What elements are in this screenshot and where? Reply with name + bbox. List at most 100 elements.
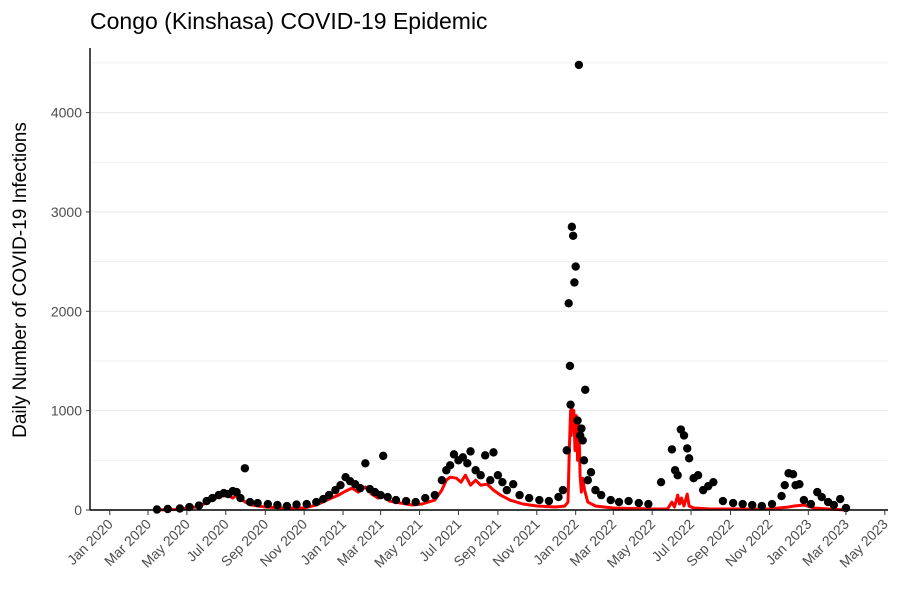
data-point bbox=[788, 470, 798, 479]
data-point bbox=[644, 499, 653, 509]
data-point bbox=[376, 490, 385, 500]
data-point bbox=[493, 471, 503, 480]
data-point bbox=[577, 424, 586, 433]
data-point bbox=[515, 490, 524, 500]
line-layer bbox=[153, 404, 846, 512]
data-point bbox=[463, 459, 472, 468]
data-point bbox=[757, 501, 766, 511]
data-point bbox=[437, 475, 447, 485]
data-point bbox=[302, 499, 311, 509]
data-point bbox=[544, 496, 554, 506]
data-point bbox=[806, 499, 816, 509]
data-point bbox=[245, 497, 255, 507]
average-line bbox=[153, 404, 846, 512]
data-point bbox=[336, 480, 345, 490]
data-point bbox=[614, 497, 624, 507]
y-axis-label: Daily Number of COVID-19 Infections bbox=[10, 122, 31, 438]
data-point bbox=[566, 400, 575, 409]
data-point bbox=[624, 496, 633, 506]
data-point bbox=[693, 471, 703, 480]
data-point bbox=[253, 498, 262, 508]
data-point bbox=[583, 475, 592, 485]
data-point bbox=[596, 490, 606, 500]
data-point bbox=[565, 361, 575, 371]
data-point bbox=[780, 480, 789, 490]
data-point bbox=[829, 500, 839, 510]
data-point bbox=[208, 493, 217, 503]
data-point bbox=[562, 446, 571, 455]
data-point bbox=[606, 495, 615, 505]
data-point bbox=[312, 497, 321, 507]
data-point bbox=[383, 492, 392, 502]
data-point bbox=[421, 493, 430, 503]
data-point bbox=[401, 496, 411, 506]
grid-layer bbox=[90, 62, 888, 511]
data-point bbox=[683, 444, 692, 453]
data-point bbox=[282, 501, 292, 511]
y-tick-label: 0 bbox=[74, 502, 82, 518]
data-point bbox=[185, 502, 194, 512]
data-point bbox=[535, 495, 544, 505]
data-point bbox=[466, 447, 475, 456]
data-point bbox=[175, 504, 185, 513]
data-point bbox=[430, 490, 440, 500]
data-point bbox=[573, 416, 582, 425]
data-point bbox=[509, 479, 518, 489]
data-point bbox=[240, 464, 250, 473]
data-point bbox=[835, 494, 845, 504]
data-point bbox=[817, 492, 826, 502]
data-point bbox=[480, 451, 490, 460]
data-point bbox=[568, 231, 578, 240]
data-point bbox=[795, 479, 804, 489]
data-point bbox=[579, 456, 589, 465]
data-point bbox=[777, 491, 786, 501]
data-point bbox=[709, 477, 718, 487]
data-point bbox=[232, 487, 241, 497]
y-tick-label: 1000 bbox=[51, 403, 82, 419]
data-point bbox=[578, 436, 587, 445]
data-point bbox=[667, 445, 677, 454]
data-point bbox=[718, 496, 728, 506]
data-point bbox=[236, 493, 245, 503]
data-point bbox=[273, 500, 282, 510]
points-layer bbox=[152, 60, 851, 514]
data-point bbox=[356, 483, 365, 493]
data-point bbox=[728, 498, 738, 508]
data-point bbox=[391, 495, 401, 505]
data-point bbox=[361, 459, 370, 468]
data-point bbox=[571, 262, 580, 271]
y-tick-label: 4000 bbox=[51, 105, 82, 121]
data-point bbox=[194, 501, 204, 510]
data-point bbox=[486, 475, 495, 485]
data-point bbox=[738, 499, 747, 509]
data-point bbox=[679, 431, 689, 440]
data-point bbox=[476, 471, 485, 480]
y-tick-label: 3000 bbox=[51, 204, 82, 220]
data-point bbox=[656, 477, 666, 487]
data-point bbox=[502, 485, 512, 495]
data-point bbox=[324, 490, 334, 500]
data-point bbox=[591, 485, 600, 495]
data-point bbox=[445, 461, 455, 470]
data-point bbox=[458, 453, 468, 462]
data-point bbox=[673, 471, 682, 480]
y-tick-label: 2000 bbox=[51, 303, 82, 319]
data-point bbox=[564, 299, 573, 308]
data-point bbox=[799, 495, 809, 505]
data-point bbox=[634, 498, 643, 508]
data-point bbox=[411, 497, 420, 507]
data-point bbox=[378, 451, 388, 461]
data-point bbox=[586, 468, 596, 477]
data-point bbox=[748, 500, 757, 510]
data-point bbox=[574, 60, 584, 70]
data-point bbox=[498, 477, 507, 487]
data-point bbox=[570, 278, 579, 287]
data-point bbox=[292, 500, 301, 509]
data-point bbox=[767, 499, 777, 509]
data-point bbox=[263, 499, 273, 509]
data-point bbox=[684, 454, 694, 463]
data-point bbox=[489, 448, 498, 457]
data-point bbox=[524, 493, 534, 503]
